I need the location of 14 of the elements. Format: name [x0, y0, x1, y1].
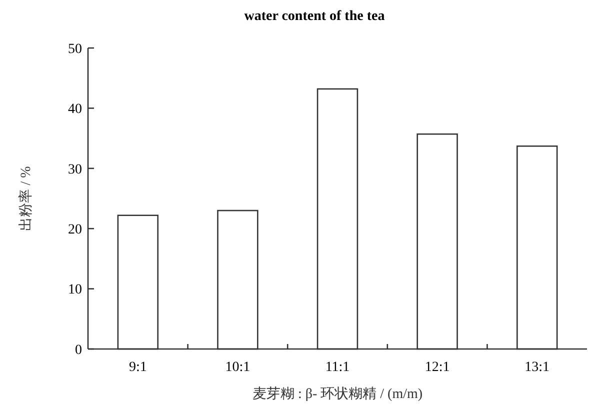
y-tick-label: 20 — [68, 222, 82, 238]
x-tick-label: 11:1 — [325, 360, 350, 375]
chart-title: water content of the tea — [244, 9, 385, 24]
y-tick-label: 0 — [75, 342, 82, 358]
x-tick-label: 12:1 — [424, 360, 450, 375]
y-tick-label: 40 — [68, 102, 82, 118]
y-axis-title: 出粉率 / % — [18, 166, 34, 231]
y-tick-label: 30 — [68, 162, 82, 178]
x-tick-label: 9:1 — [128, 360, 147, 375]
y-tick-label: 10 — [68, 282, 82, 298]
x-axis-title: 麦芽糊 : β- 环状糊精 / (m/m) — [252, 386, 423, 402]
y-tick-label: 50 — [68, 42, 82, 57]
x-tick-label: 13:1 — [524, 360, 550, 375]
x-tick-label: 10:1 — [225, 360, 250, 375]
